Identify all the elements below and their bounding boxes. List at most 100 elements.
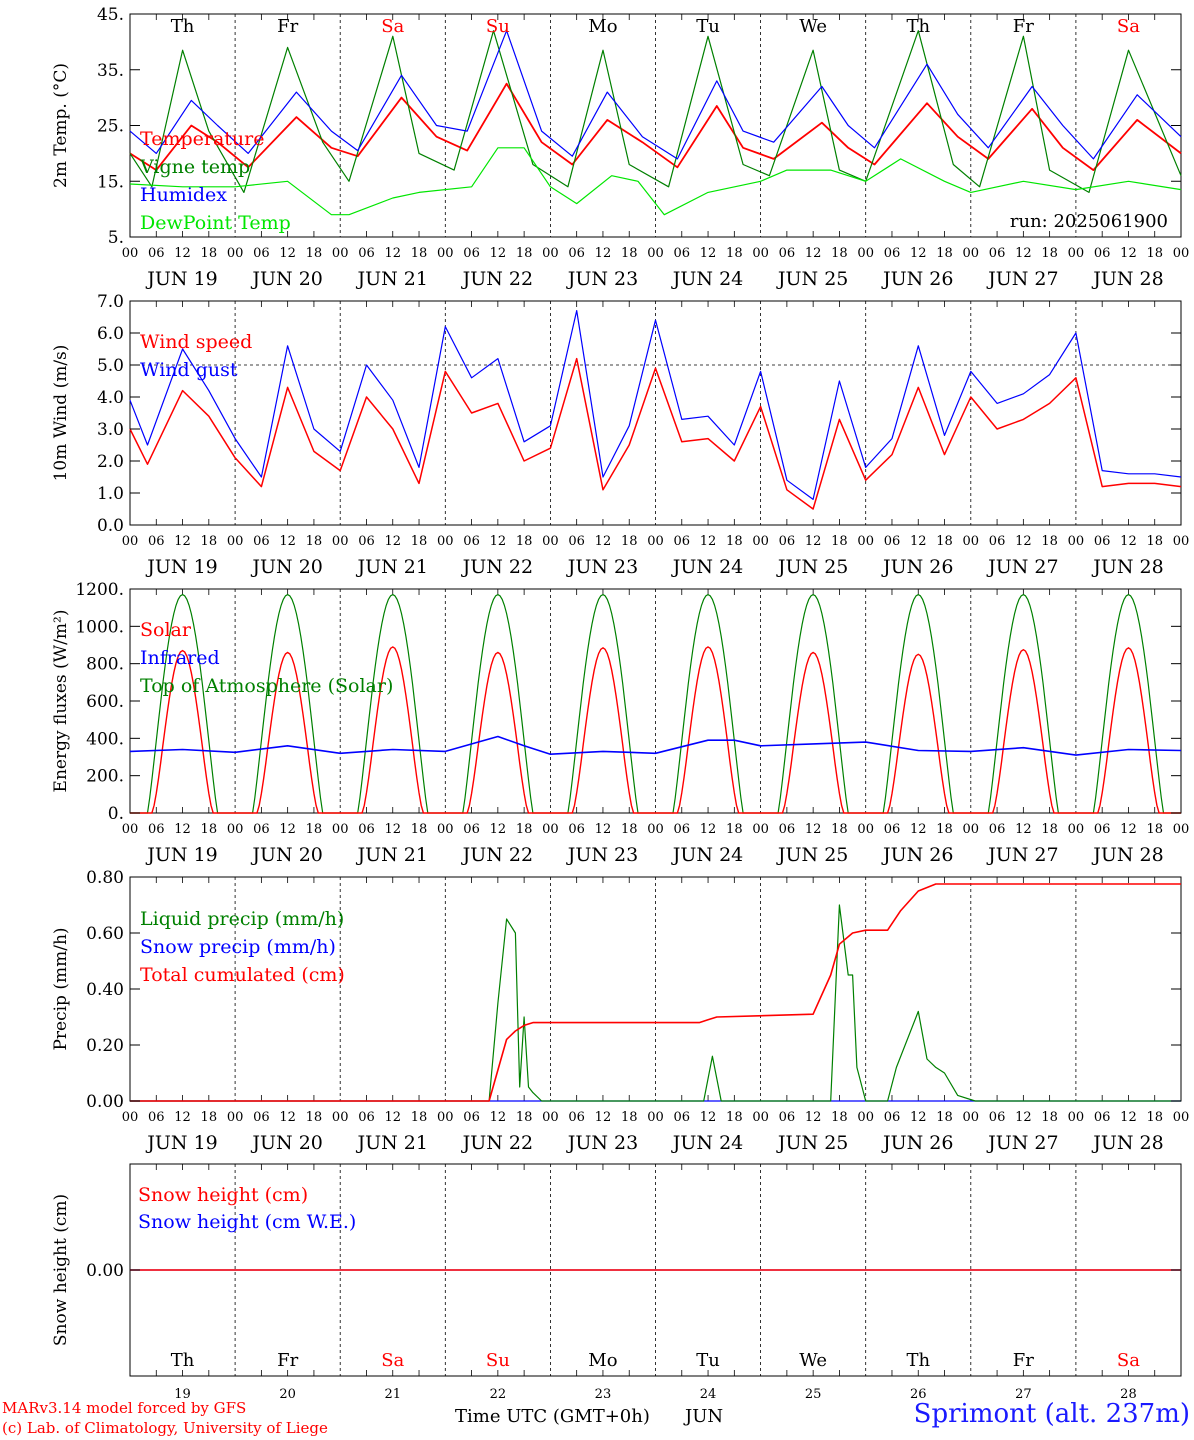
x-hour-tick-label: 12: [805, 246, 822, 261]
x-day-label: JUN 21: [356, 268, 428, 290]
weekday-label: We: [799, 1350, 827, 1371]
x-hour-tick-label: 18: [1041, 1110, 1058, 1125]
y-axis-label: Snow height (cm): [51, 1194, 71, 1346]
x-hour-tick-label: 12: [1120, 822, 1137, 837]
x-day-label: JUN 26: [881, 1132, 953, 1154]
weekday-label: We: [799, 16, 827, 37]
x-hour-tick-label: 06: [358, 246, 375, 261]
x-day-label: JUN 26: [881, 556, 953, 578]
x-hour-tick-label: 18: [726, 534, 743, 549]
x-day-label: JUN 19: [145, 1132, 217, 1154]
x-hour-tick-label: 00: [542, 1110, 559, 1125]
x-hour-tick-label: 06: [779, 246, 796, 261]
x-hour-tick-label: 00: [122, 534, 139, 549]
weekday-label: Fr: [277, 1350, 298, 1371]
panel-3-y-axis: 0. 200. 400. 600. 800. 1000. 1200.Energy fluxe…: [51, 580, 1181, 824]
x-hour-tick-label: 00: [227, 246, 244, 261]
x-hour-tick-label: 00: [647, 534, 664, 549]
run-annotation: run: 2025061900: [1010, 211, 1168, 232]
panel-1-x-axis: 00 06 12 18 JUN 19 00 06 12 18 JUN 20 00 06 12 18 JUN …: [122, 246, 1190, 290]
footer-time-label: Time UTC (GMT+0h): [455, 1406, 650, 1427]
x-day-label: JUN 23: [566, 268, 638, 290]
station-label: Sprimont (alt. 237m): [913, 1399, 1190, 1429]
x-hour-tick-label: 00: [1173, 822, 1190, 837]
panel-1-y-axis: 5. 15. 25. 35. 45. 2m Temp. (°C): [51, 5, 1181, 248]
x-hour-tick-label: 00: [857, 822, 874, 837]
y-axis-label: Precip (mm/h): [51, 927, 71, 1050]
x-hour-tick-label: 06: [568, 534, 585, 549]
panel-2-y-axis: 0.0 1.0 2.0 3.0 4.0 5.0 6.0 7.0 10m Wind (m/s): [51, 292, 1181, 536]
x-hour-tick-label: 12: [384, 246, 401, 261]
x-hour-tick-label: 12: [174, 534, 191, 549]
x-hour-tick-label: 06: [148, 246, 165, 261]
x-hour-tick-label: 18: [936, 1110, 953, 1125]
x-day-label: JUN 27: [986, 268, 1058, 290]
x-day-label: JUN 22: [461, 556, 533, 578]
x-hour-tick-label: 00: [857, 246, 874, 261]
x-day-label: JUN 25: [776, 844, 848, 866]
x-hour-tick-label: 12: [384, 534, 401, 549]
x-hour-tick-label: 12: [595, 1110, 612, 1125]
x-day-number: 23: [595, 1387, 612, 1402]
y-tick-label: 0.20: [86, 1036, 124, 1056]
y-tick-label: 400.: [86, 729, 124, 749]
weekday-label: Mo: [588, 1350, 617, 1371]
x-hour-tick-label: 06: [148, 822, 165, 837]
weekday-label: Mo: [588, 16, 617, 37]
series-line-temperature: [129, 82, 1182, 172]
legend-vigne-temp: Vigne temp: [139, 156, 250, 178]
x-hour-tick-label: 12: [1015, 246, 1032, 261]
x-hour-tick-label: 06: [674, 822, 691, 837]
x-day-label: JUN 23: [566, 1132, 638, 1154]
x-hour-tick-label: 06: [358, 1110, 375, 1125]
x-hour-tick-label: 12: [910, 246, 927, 261]
x-day-label: JUN 21: [356, 1132, 428, 1154]
weekday-label: Th: [171, 16, 195, 37]
x-hour-tick-label: 06: [358, 822, 375, 837]
plot-border: [129, 588, 1182, 814]
x-hour-tick-label: 12: [1120, 246, 1137, 261]
x-hour-tick-label: 06: [779, 534, 796, 549]
x-day-label: JUN 24: [671, 268, 743, 290]
x-hour-tick-label: 00: [1068, 822, 1085, 837]
x-hour-tick-label: 18: [831, 534, 848, 549]
weekday-label: Su: [486, 16, 510, 37]
x-day-number: 25: [805, 1387, 822, 1402]
y-axis-label: 10m Wind (m/s): [51, 345, 71, 482]
x-hour-tick-label: 12: [490, 822, 507, 837]
x-day-label: JUN 25: [776, 268, 848, 290]
x-hour-tick-label: 18: [516, 822, 533, 837]
panel-2-x-axis: 00 06 12 18 JUN 19 00 06 12 18 JUN 20 00 06 12 18 JUN …: [122, 534, 1190, 578]
x-day-label: JUN 25: [776, 1132, 848, 1154]
x-hour-tick-label: 12: [1120, 534, 1137, 549]
x-hour-tick-label: 00: [752, 534, 769, 549]
weekday-label: Fr: [277, 16, 298, 37]
weekday-label: Tu: [696, 16, 720, 37]
y-tick-label: 1200.: [75, 580, 124, 600]
x-hour-tick-label: 18: [306, 246, 323, 261]
x-hour-tick-label: 06: [253, 534, 270, 549]
weekday-label: Fr: [1013, 16, 1034, 37]
x-hour-tick-label: 00: [542, 246, 559, 261]
x-hour-tick-label: 18: [726, 1110, 743, 1125]
x-hour-tick-label: 00: [963, 822, 980, 837]
x-hour-tick-label: 18: [621, 246, 638, 261]
series-line-infrared: [129, 735, 1182, 756]
weekday-label: Th: [906, 1350, 930, 1371]
legend-snow-height-cm-w-e: Snow height (cm W.E.): [138, 1211, 356, 1233]
legend-humidex: Humidex: [140, 184, 227, 206]
x-hour-tick-label: 00: [752, 822, 769, 837]
x-hour-tick-label: 12: [700, 1110, 717, 1125]
x-day-label: JUN 26: [881, 268, 953, 290]
x-hour-tick-label: 06: [674, 534, 691, 549]
x-hour-tick-label: 00: [1068, 534, 1085, 549]
x-hour-tick-label: 18: [1146, 822, 1163, 837]
legend-snow-precip-mm-h: Snow precip (mm/h): [140, 936, 336, 958]
x-hour-tick-label: 06: [779, 822, 796, 837]
x-hour-tick-label: 18: [1146, 246, 1163, 261]
series-line-total-cumulated: [130, 883, 1181, 1102]
x-hour-tick-label: 12: [279, 822, 296, 837]
x-hour-tick-label: 00: [1173, 246, 1190, 261]
x-hour-tick-label: 00: [332, 822, 349, 837]
x-hour-tick-label: 12: [174, 1110, 191, 1125]
